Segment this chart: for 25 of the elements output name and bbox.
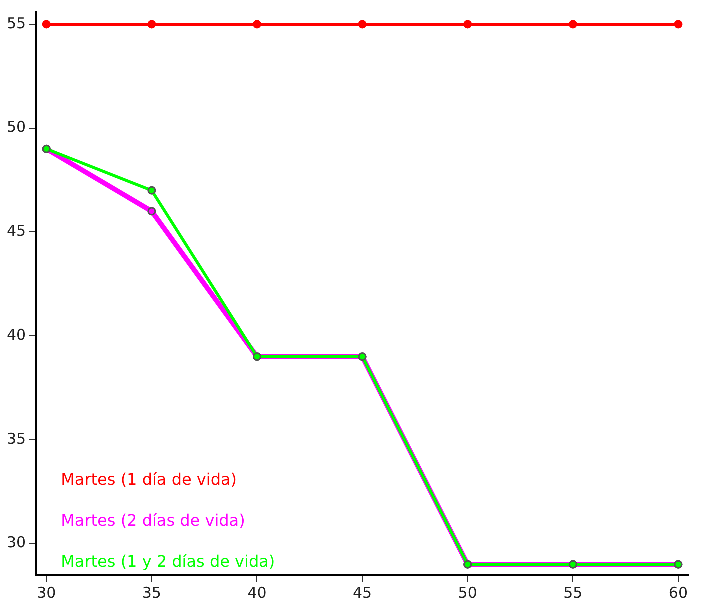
y-tick-label: 35 [6,430,26,448]
point [148,20,156,29]
x-tick-label: 35 [142,584,162,602]
point [148,207,156,216]
point [42,20,51,29]
point [568,20,578,29]
point [464,20,472,29]
point [674,20,683,29]
point [252,20,262,29]
y-tick-label: 30 [6,534,26,552]
x-tick-label: 50 [458,584,478,602]
point [148,186,156,195]
point [358,20,367,29]
x-tick-label: 30 [37,584,56,602]
text: Martes (2 días de vida) [61,511,246,530]
text: Martes (1 y 2 días de vida) [61,552,276,572]
text: Martes (1 día de vida) [61,470,238,490]
x-tick-label: 55 [564,584,583,602]
y-tick-label: 40 [6,326,26,344]
y-tick-label: 45 [6,222,26,240]
x-tick-label: 60 [668,584,688,602]
y-tick-label: 55 [6,14,26,32]
x-tick-label: 40 [248,584,267,602]
y-tick-label: 50 [6,118,26,136]
x-tick-label: 45 [352,584,372,602]
